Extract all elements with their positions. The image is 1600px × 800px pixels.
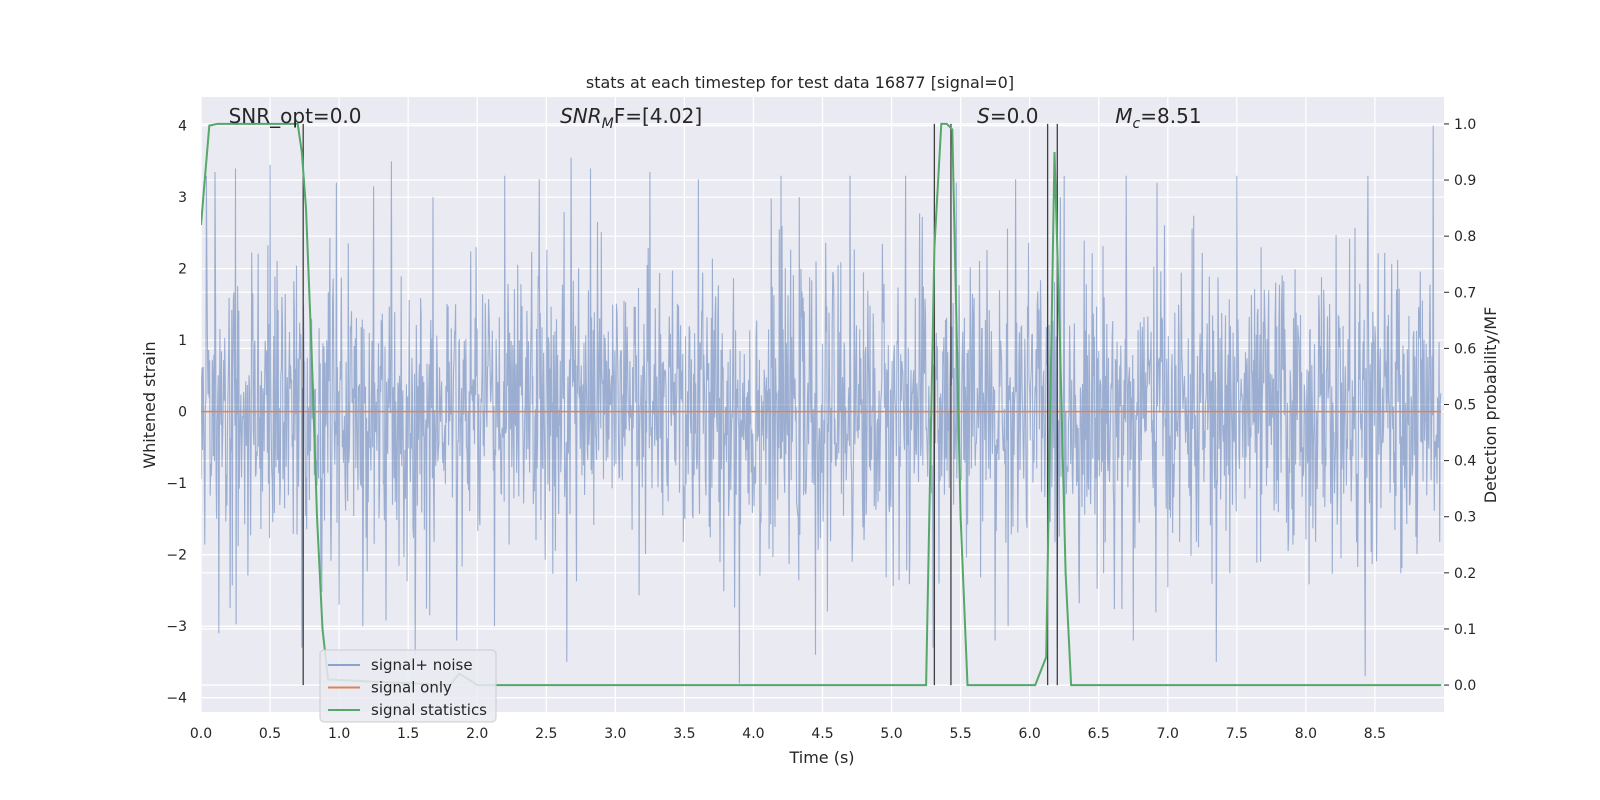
y-tick-label-1: 3 xyxy=(178,190,187,206)
legend-label-0: signal+ noise xyxy=(371,656,473,674)
y2-tick-label-5: 0.5 xyxy=(1454,398,1476,414)
x-axis-label: Time (s) xyxy=(788,748,854,767)
y2-axis-label: Detection probability/MF xyxy=(1481,307,1500,504)
x-tick-label-1: 0.5 xyxy=(259,726,281,742)
x-tick-label-17: 8.5 xyxy=(1364,726,1386,742)
y2-tick-label-8: 0.2 xyxy=(1454,566,1476,582)
annotation-2: S=0.0 xyxy=(977,104,1038,128)
x-tick-label-2: 1.0 xyxy=(328,726,350,742)
x-tick-label-9: 4.5 xyxy=(811,726,833,742)
chart-title: stats at each timestep for test data 168… xyxy=(586,73,1014,92)
x-tick-label-4: 2.0 xyxy=(466,726,488,742)
x-tick-label-14: 7.0 xyxy=(1157,726,1179,742)
legend-box xyxy=(319,649,497,723)
y2-tick-label-2: 0.8 xyxy=(1454,229,1476,245)
signal-noise-series xyxy=(201,125,1442,684)
annotation-3: Mc=8.51 xyxy=(1115,104,1201,132)
y-axis-label: Whitened strain xyxy=(140,341,159,468)
x-tick-label-3: 1.5 xyxy=(397,726,419,742)
plot-clip-group xyxy=(201,122,1442,687)
x-tick-label-0: 0.0 xyxy=(190,726,212,742)
x-tick-label-6: 3.0 xyxy=(604,726,626,742)
x-tick-label-12: 6.0 xyxy=(1019,726,1041,742)
y-tick-label-4: 0 xyxy=(178,405,187,421)
x-tick-label-7: 3.5 xyxy=(673,726,695,742)
y-tick-label-7: −3 xyxy=(166,619,187,635)
y2-tick-label-4: 0.6 xyxy=(1454,341,1476,357)
x-tick-label-11: 5.5 xyxy=(949,726,971,742)
x-tick-label-15: 7.5 xyxy=(1226,726,1248,742)
legend-label-1: signal only xyxy=(371,679,452,697)
legend: signal+ noise signal only signal statistic… xyxy=(319,649,497,723)
y-tick-label-8: −4 xyxy=(166,691,187,707)
y-tick-label-3: 1 xyxy=(178,333,187,349)
legend-label-2: signal statistics xyxy=(371,701,487,719)
x-tick-label-5: 2.5 xyxy=(535,726,557,742)
x-tick-label-8: 4.0 xyxy=(742,726,764,742)
y2-tick-label-1: 0.9 xyxy=(1454,173,1476,189)
annotation-1: SNRMF=[4.02] xyxy=(560,104,702,132)
x-axis-ticks: 0.0 0.5 1.0 1.5 2.0 2.5 3.0 3.5 4.0 4.5 5.0 5.5 6.0 6… xyxy=(190,726,1386,742)
y2-tick-label-6: 0.4 xyxy=(1454,454,1476,470)
y2-tick-label-3: 0.7 xyxy=(1454,285,1476,301)
x-tick-label-16: 8.0 xyxy=(1295,726,1317,742)
y-axis-ticks: 4 3 2 1 0 −1 −2 −3 −4 xyxy=(166,119,187,707)
signal-statistics-series xyxy=(201,122,1442,687)
y-tick-label-6: −2 xyxy=(166,548,187,564)
annotations: SNR_opt=0.0 SNRMF=[4.02] S=0.0 Mc=8.51 xyxy=(229,104,1202,132)
y2-axis-ticks: 1.0 0.9 0.8 0.7 0.6 0.5 0.4 0.3 0.2 0.1 0.0 xyxy=(1444,117,1476,694)
y2-tick-label-10: 0.0 xyxy=(1454,678,1476,694)
y2-tick-label-9: 0.1 xyxy=(1454,622,1476,638)
y2-tick-label-0: 1.0 xyxy=(1454,117,1476,133)
x-tick-label-10: 5.0 xyxy=(880,726,902,742)
x-tick-label-13: 6.5 xyxy=(1088,726,1110,742)
y-tick-label-2: 2 xyxy=(178,262,187,278)
y2-tick-label-7: 0.3 xyxy=(1454,510,1476,526)
annotation-0: SNR_opt=0.0 xyxy=(229,104,362,128)
y-tick-label-5: −1 xyxy=(166,476,187,492)
y-tick-label-0: 4 xyxy=(178,119,187,135)
